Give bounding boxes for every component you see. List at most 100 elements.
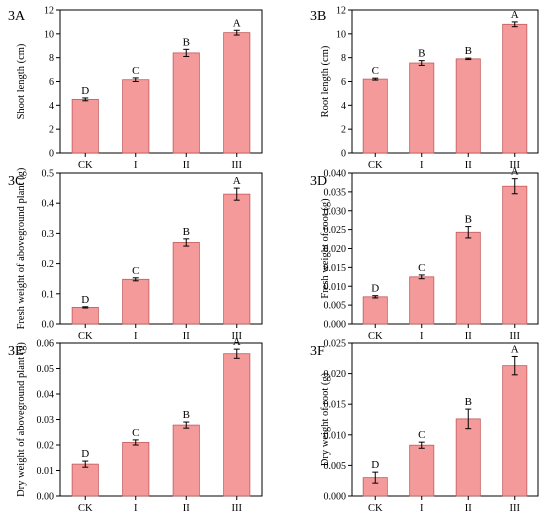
y-tick-label: 10 [336,29,346,40]
y-axis-title: Fresh weight of aboveground plant (g) [16,167,27,329]
panel-label: 3A [8,9,26,24]
significance-letter: B [465,45,472,57]
bar-ii [173,425,199,496]
significance-letter: B [183,36,190,48]
y-tick-label: 12 [44,6,54,17]
y-tick-label: 0.04 [37,390,55,401]
bar-i [123,279,149,324]
y-tick-label: 0.02 [37,441,55,452]
y-axis-title: Root length (cm) [320,45,331,117]
y-tick-label: 2 [49,125,54,136]
y-tick-label: 4 [341,101,346,112]
bar-iii [503,366,527,496]
significance-letter: C [418,262,425,274]
y-tick-label: 0.000 [324,320,347,331]
significance-letter: C [418,429,425,441]
y-tick-label: 0.05 [37,364,55,375]
y-tick-label: 8 [49,53,54,64]
significance-letter: A [233,175,241,187]
bar-i [410,277,434,324]
y-tick-label: 6 [49,77,54,88]
bar-ck [72,99,98,153]
x-tick-label: CK [78,503,93,514]
y-tick-label: 0.06 [37,339,55,350]
y-tick-label: 12 [336,6,346,17]
significance-letter: D [81,448,89,460]
bar-iii [503,186,527,324]
chart-panel-3d: 3DFresh weight of root (g)0.0000.0050.01… [310,166,538,342]
significance-letter: B [418,48,425,60]
significance-letter: B [183,226,190,238]
x-tick-label: II [465,331,472,342]
bar-ck [72,307,98,324]
y-tick-label: 0 [341,149,346,160]
y-tick-label: 0.005 [324,461,347,472]
significance-letter: A [511,343,519,355]
bar-ii [456,232,480,324]
bar-ii [173,53,199,153]
significance-letter: D [81,294,89,306]
y-tick-label: 0.010 [324,430,347,441]
significance-letter: A [233,336,241,348]
y-tick-label: 0.2 [42,259,55,270]
bar-ck [363,79,387,153]
y-tick-label: 4 [49,101,54,112]
bar-iii [503,24,527,153]
significance-letter: B [465,396,472,408]
x-tick-label: III [510,331,521,342]
y-tick-label: 0.020 [324,244,347,255]
bar-i [123,442,149,496]
y-tick-label: 0.030 [324,206,347,217]
y-tick-label: 0.01 [37,466,55,477]
bar-i [123,80,149,153]
x-tick-label: CK [368,331,383,342]
x-tick-label: CK [78,331,93,342]
x-tick-label: CK [78,160,93,171]
y-tick-label: 0 [49,149,54,160]
significance-letter: D [371,283,379,295]
y-tick-label: 0.010 [324,282,347,293]
x-tick-label: III [232,503,243,514]
x-tick-label: I [134,503,138,514]
x-tick-label: CK [368,160,383,171]
significance-letter: A [511,166,519,178]
bar-iii [224,354,250,496]
x-tick-label: III [510,503,521,514]
significance-letter: A [511,9,519,21]
panel-label: 3B [310,9,326,24]
chart-panel-3b: 3B Root length (cm) 0 2 4 6 8 10 12 C CK B I B II A III [310,6,538,172]
significance-letter: A [233,17,241,29]
significance-letter: D [371,459,379,471]
y-tick-label: 6 [341,77,346,88]
y-tick-label: 0.00 [37,492,55,503]
bar-i [410,63,434,153]
y-tick-label: 0.1 [42,289,55,300]
significance-letter: C [132,265,139,277]
y-tick-label: 0.020 [324,369,347,380]
x-tick-label: II [183,331,190,342]
y-tick-label: 0.000 [324,492,347,503]
y-tick-label: 0.03 [37,415,55,426]
x-tick-label: II [183,160,190,171]
x-tick-label: I [420,503,424,514]
y-tick-label: 0.025 [324,339,347,350]
significance-letter: C [372,65,379,77]
chart-panel-3f: 3F Dry weight of root (g) 0.000 0.005 0.010 0… [310,339,538,515]
bar-iii [224,33,250,153]
y-tick-label: 2 [341,125,346,136]
y-axis-title: Dry weight of root (g) [320,372,331,466]
y-tick-label: 10 [44,29,54,40]
x-tick-label: CK [368,503,383,514]
significance-letter: C [132,427,139,439]
y-tick-label: 0.025 [324,225,347,236]
y-tick-label: 0.035 [324,187,347,198]
significance-letter: C [132,65,139,77]
y-axis-title: Shoot length (cm) [16,43,27,119]
x-tick-label: III [232,160,243,171]
x-tick-label: I [420,331,424,342]
chart-panel-3a: 3A Shoot length (cm) 0 2 4 6 8 10 12 D CK C I B II A III [8,6,262,172]
bar-ii [173,242,199,324]
significance-letter: B [465,214,472,226]
y-tick-label: 0.005 [324,301,347,312]
